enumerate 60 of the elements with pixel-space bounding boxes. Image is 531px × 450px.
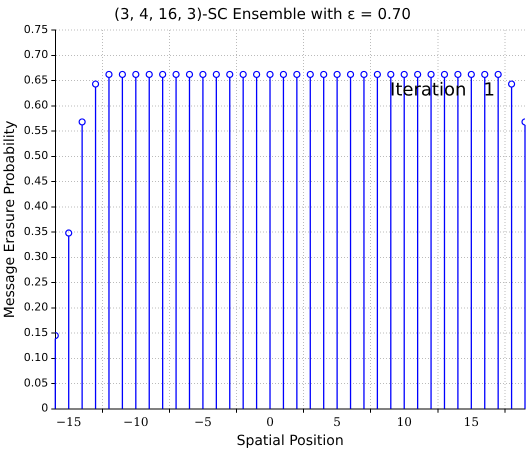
x-tick-label: 0 (266, 415, 274, 430)
x-tick-label: −5 (194, 415, 212, 430)
point (252, 70, 260, 78)
y-tick-label: 0.35 (24, 224, 48, 238)
point (360, 70, 368, 78)
point (293, 70, 300, 78)
point (105, 70, 113, 78)
point (481, 70, 488, 78)
x-tick-label: −10 (123, 415, 148, 430)
point (454, 70, 462, 78)
point (172, 70, 180, 78)
point (387, 70, 394, 78)
chart-title: (3, 4, 16, 3)-SC Ensemble with ε = 0.70 (114, 4, 411, 23)
x-tick-label: 15 (464, 415, 479, 430)
x-tick-label: 5 (333, 415, 341, 430)
point (280, 70, 288, 78)
x-tick-label: 10 (396, 415, 412, 430)
y-tick-label: 0.55 (24, 124, 48, 137)
point (320, 70, 328, 78)
point (400, 70, 408, 78)
y-axis-title: Message Erasure Probability (2, 120, 18, 318)
point (346, 70, 354, 78)
y-tick-label: 0.50 (24, 149, 48, 162)
y-tick-label: 0.75 (24, 22, 48, 36)
y-tick-label: 0.30 (24, 250, 48, 264)
point (146, 70, 153, 78)
y-tick-label: 0.20 (24, 300, 48, 314)
point (199, 70, 207, 78)
y-tick-label: 0.65 (24, 73, 48, 86)
point (440, 70, 448, 78)
point (306, 70, 314, 78)
y-tick-label: 0.25 (24, 275, 48, 288)
point (132, 70, 140, 78)
point (508, 80, 516, 88)
point (159, 70, 166, 78)
point (226, 70, 234, 78)
x-tick-label: −15 (56, 415, 82, 430)
point (65, 229, 72, 237)
point (427, 70, 435, 78)
point (118, 70, 126, 78)
point (240, 70, 247, 78)
point (78, 118, 86, 126)
y-tick-label: 0.10 (24, 351, 48, 364)
y-tick-label: 0.15 (24, 326, 48, 339)
point (92, 80, 100, 88)
y-tick-label: 0.60 (24, 98, 48, 112)
point (468, 70, 475, 78)
point (266, 70, 274, 78)
y-tick-label: 0.05 (24, 376, 48, 390)
y-tick-label: 0 (41, 402, 48, 415)
point (374, 70, 381, 78)
point (212, 70, 220, 78)
point (494, 70, 502, 78)
point (414, 70, 422, 78)
y-tick-label: 0.40 (24, 200, 48, 213)
y-tick-label: 0.45 (24, 174, 48, 188)
point (334, 70, 341, 78)
point (186, 70, 194, 78)
y-tick-label: 0.70 (24, 48, 48, 62)
x-axis-title: Spatial Position (236, 433, 344, 450)
